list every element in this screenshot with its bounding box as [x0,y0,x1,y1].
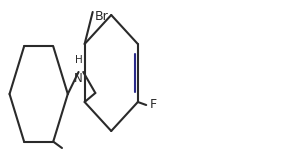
Text: N: N [74,71,83,85]
Text: H: H [75,55,82,65]
Text: Br: Br [95,10,108,23]
Text: F: F [150,97,157,111]
